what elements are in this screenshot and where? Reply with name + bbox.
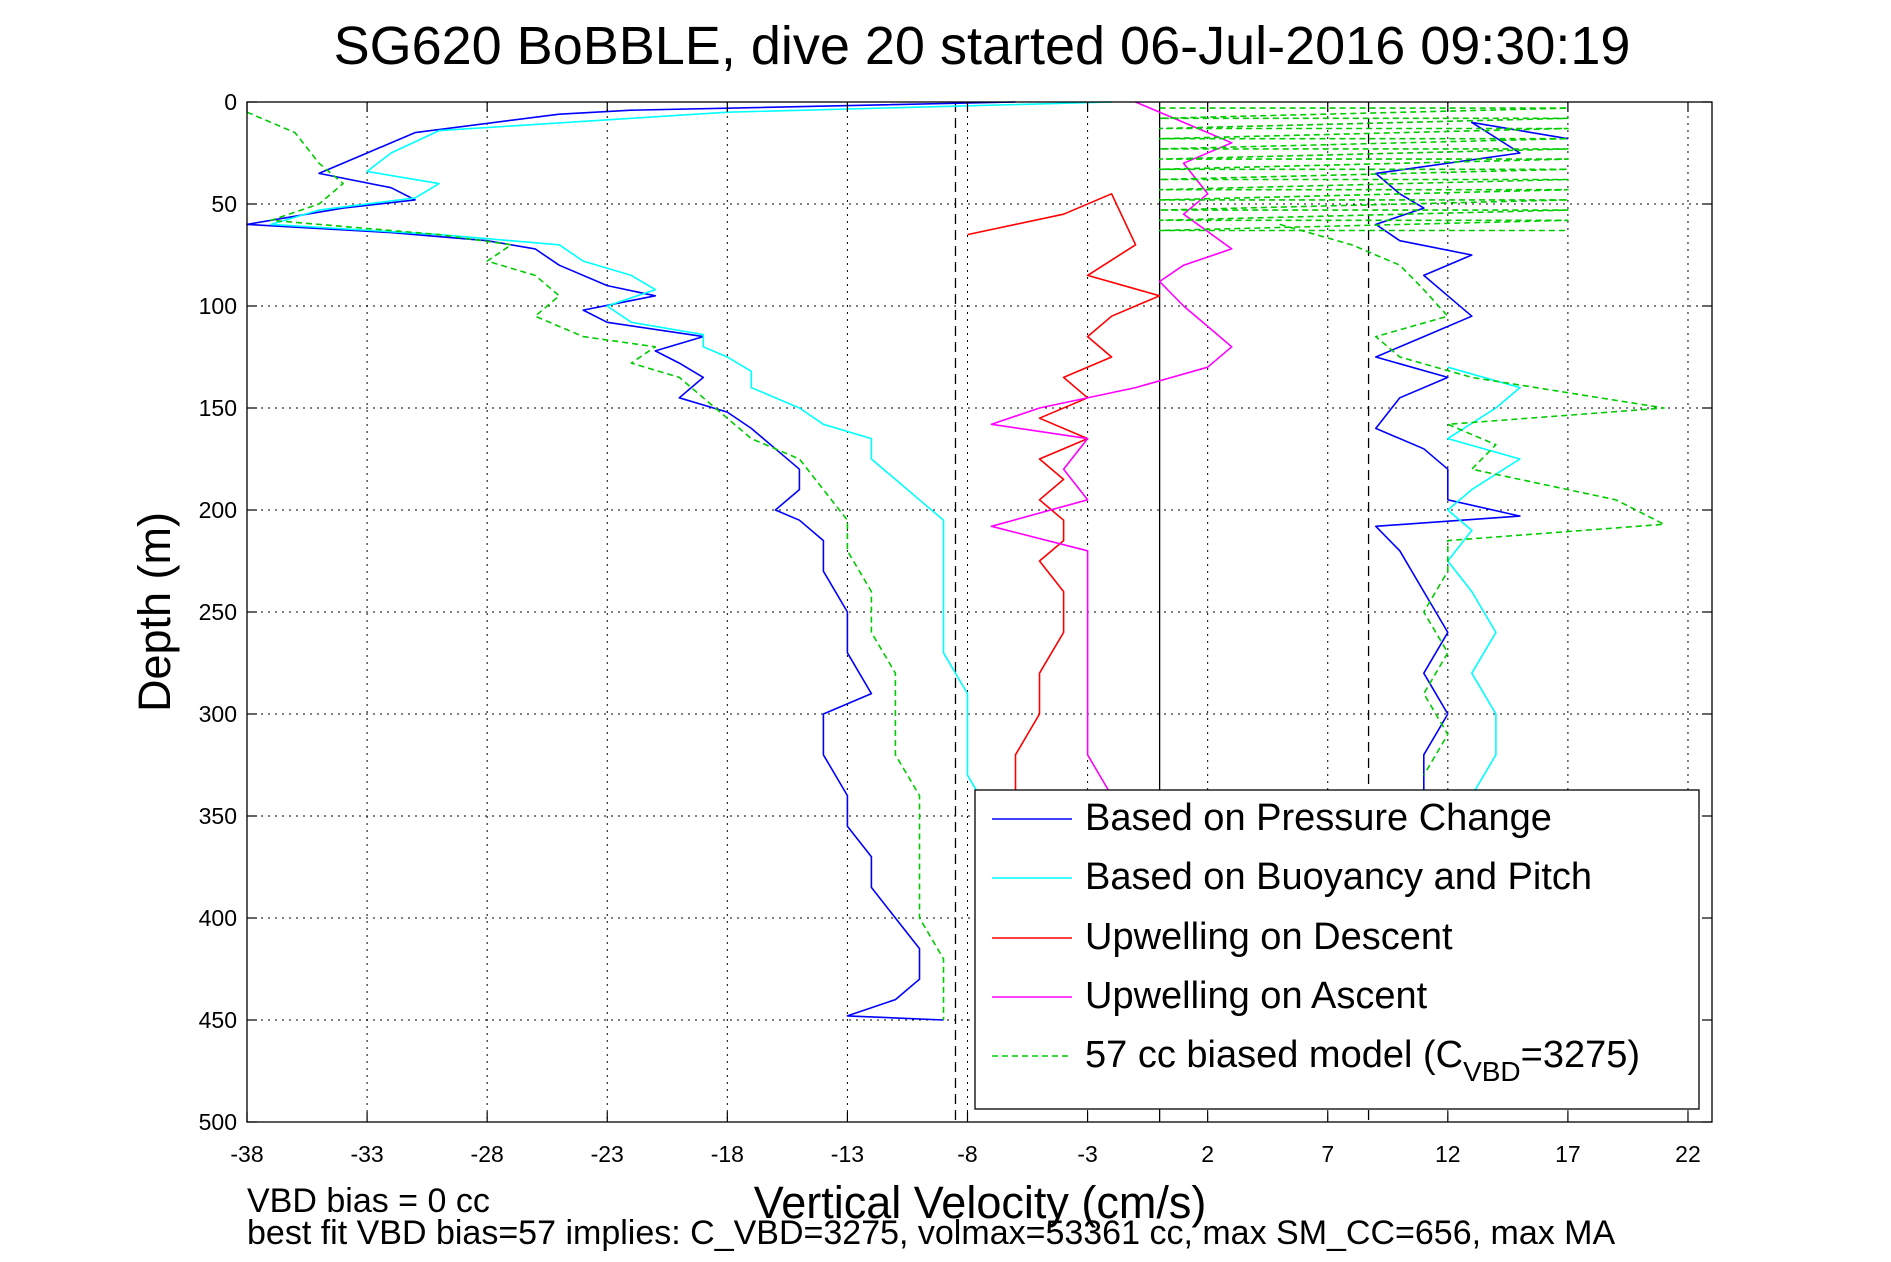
y-tick-label: 0 <box>224 89 237 115</box>
legend-label: Upwelling on Ascent <box>1085 975 1428 1017</box>
x-tick-label: -38 <box>230 1141 263 1167</box>
y-tick-label: 500 <box>199 1109 237 1135</box>
x-axis-label: Vertical Velocity (cm/s) <box>754 1177 1207 1228</box>
y-tick-label: 150 <box>199 395 237 421</box>
legend-label: Based on Pressure Change <box>1085 797 1552 839</box>
legend: Based on Pressure Change Based on Buoyanc… <box>974 789 1700 1110</box>
legend-label: Upwelling on Descent <box>1085 916 1453 958</box>
x-tick-label: 22 <box>1675 1141 1701 1167</box>
x-tick-label: -28 <box>471 1141 504 1167</box>
y-tick-label: 300 <box>199 701 237 727</box>
y-tick-label: 250 <box>199 599 237 625</box>
y-axis-label: Depth (m) <box>129 512 180 712</box>
y-tick-label: 100 <box>199 293 237 319</box>
x-tick-label: -8 <box>957 1141 977 1167</box>
chart-title: SG620 BoBBLE, dive 20 started 06-Jul-201… <box>334 16 1631 76</box>
y-tick-label: 350 <box>199 803 237 829</box>
series-line <box>270 101 1112 817</box>
series-line <box>246 111 945 1020</box>
series-line <box>1447 366 1521 797</box>
y-tick-label: 200 <box>199 497 237 523</box>
y-tick-label: 50 <box>211 191 237 217</box>
x-tick-label: -33 <box>350 1141 383 1167</box>
legend-box <box>974 789 1700 1110</box>
x-tick-label: -18 <box>711 1141 744 1167</box>
x-tick-label: 2 <box>1201 1141 1214 1167</box>
y-tick-label: 450 <box>199 1007 237 1033</box>
x-tick-label: -23 <box>591 1141 624 1167</box>
x-tick-label: 12 <box>1435 1141 1461 1167</box>
series-line <box>1279 223 1665 776</box>
series-line <box>246 101 1016 1021</box>
legend-label: Based on Buoyancy and Pitch <box>1085 856 1592 898</box>
x-tick-label: -13 <box>831 1141 864 1167</box>
legend-label-subscript: VBD <box>1463 1056 1521 1087</box>
footer-vbd-bias: VBD bias = 0 cc <box>247 1182 490 1220</box>
series-line <box>1158 107 1569 232</box>
legend-label-suffix: =3275) <box>1521 1034 1640 1076</box>
x-tick-label: 17 <box>1555 1141 1581 1167</box>
x-tick-label: -3 <box>1077 1141 1097 1167</box>
y-tick-label: 400 <box>199 905 237 931</box>
x-tick-label: 7 <box>1321 1141 1334 1167</box>
x-axis-ticks: -38 -33 -28 -23 -18 -13 -8 -3 2 7 12 17 22 <box>230 102 1701 1167</box>
series-group <box>246 101 1665 1021</box>
legend-label-prefix: 57 cc biased model (C <box>1085 1034 1463 1076</box>
y-axis-ticks: 0 50 100 150 200 250 300 350 400 450 500 <box>199 89 1712 1135</box>
footer-fit-summary: best fit VBD bias=57 implies: C_VBD=3275… <box>247 1214 1616 1252</box>
legend-label: 57 cc biased model (CVBD=3275) <box>1085 1034 1640 1087</box>
